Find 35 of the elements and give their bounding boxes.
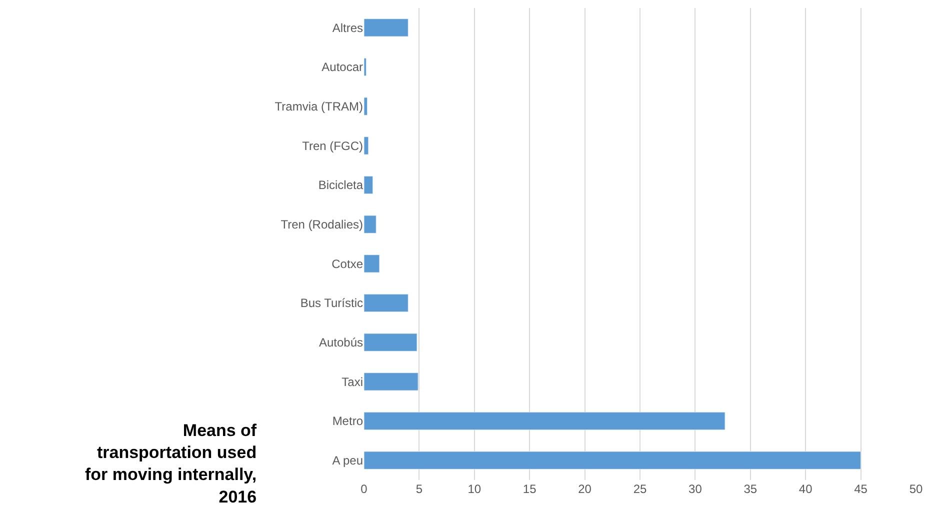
x-tick-label: 5 [416,482,423,496]
x-tick-label: 20 [578,482,592,496]
y-tick-label: Bicicleta [318,178,364,192]
y-tick-label: Metro [332,414,364,428]
y-tick-label: Bus Turístic [300,296,363,310]
x-tick-label: 0 [360,482,368,496]
bar [364,215,376,234]
y-tick-label: Tren (FGC) [302,138,363,153]
x-tick-label: 10 [468,482,482,496]
text: Means of transportation used for moving internally, 2016 [85,421,257,506]
bar [364,294,408,312]
x-tick-label: 45 [854,482,868,496]
bar [364,97,368,116]
x-tick-label: 50 [909,482,923,496]
y-tick-label: Autocar [322,60,363,74]
bar [364,412,726,430]
bar [364,136,369,155]
bar [364,18,408,37]
x-tick-label: 40 [798,482,813,496]
y-tick-label: Autobús [318,336,363,350]
bar [364,372,418,391]
x-tick-label: 25 [633,482,647,496]
y-tick-label: Cotxe [332,256,364,271]
bar [364,451,862,470]
x-tick-label: 35 [744,482,758,496]
y-tick-label: Tramvia (TRAM) [274,100,363,114]
bar [364,333,418,352]
x-tick-label: 30 [688,482,702,496]
y-tick-label: Tren (Rodalies) [280,218,363,232]
y-tick-label: Altres [332,20,363,35]
y-tick-label: A peu [332,454,363,468]
y-tick-label: Taxi [342,374,363,389]
bar [364,176,374,194]
bar [364,254,380,273]
x-tick-label: 15 [522,482,537,496]
